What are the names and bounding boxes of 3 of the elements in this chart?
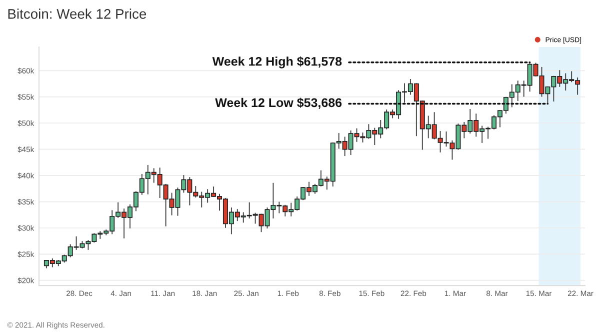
annotation: Week 12 High $61,578 xyxy=(212,56,342,68)
annotation: Week 12 Low $53,686 xyxy=(215,98,342,109)
chart-title: Bitcoin: Week 12 Price xyxy=(8,8,146,19)
